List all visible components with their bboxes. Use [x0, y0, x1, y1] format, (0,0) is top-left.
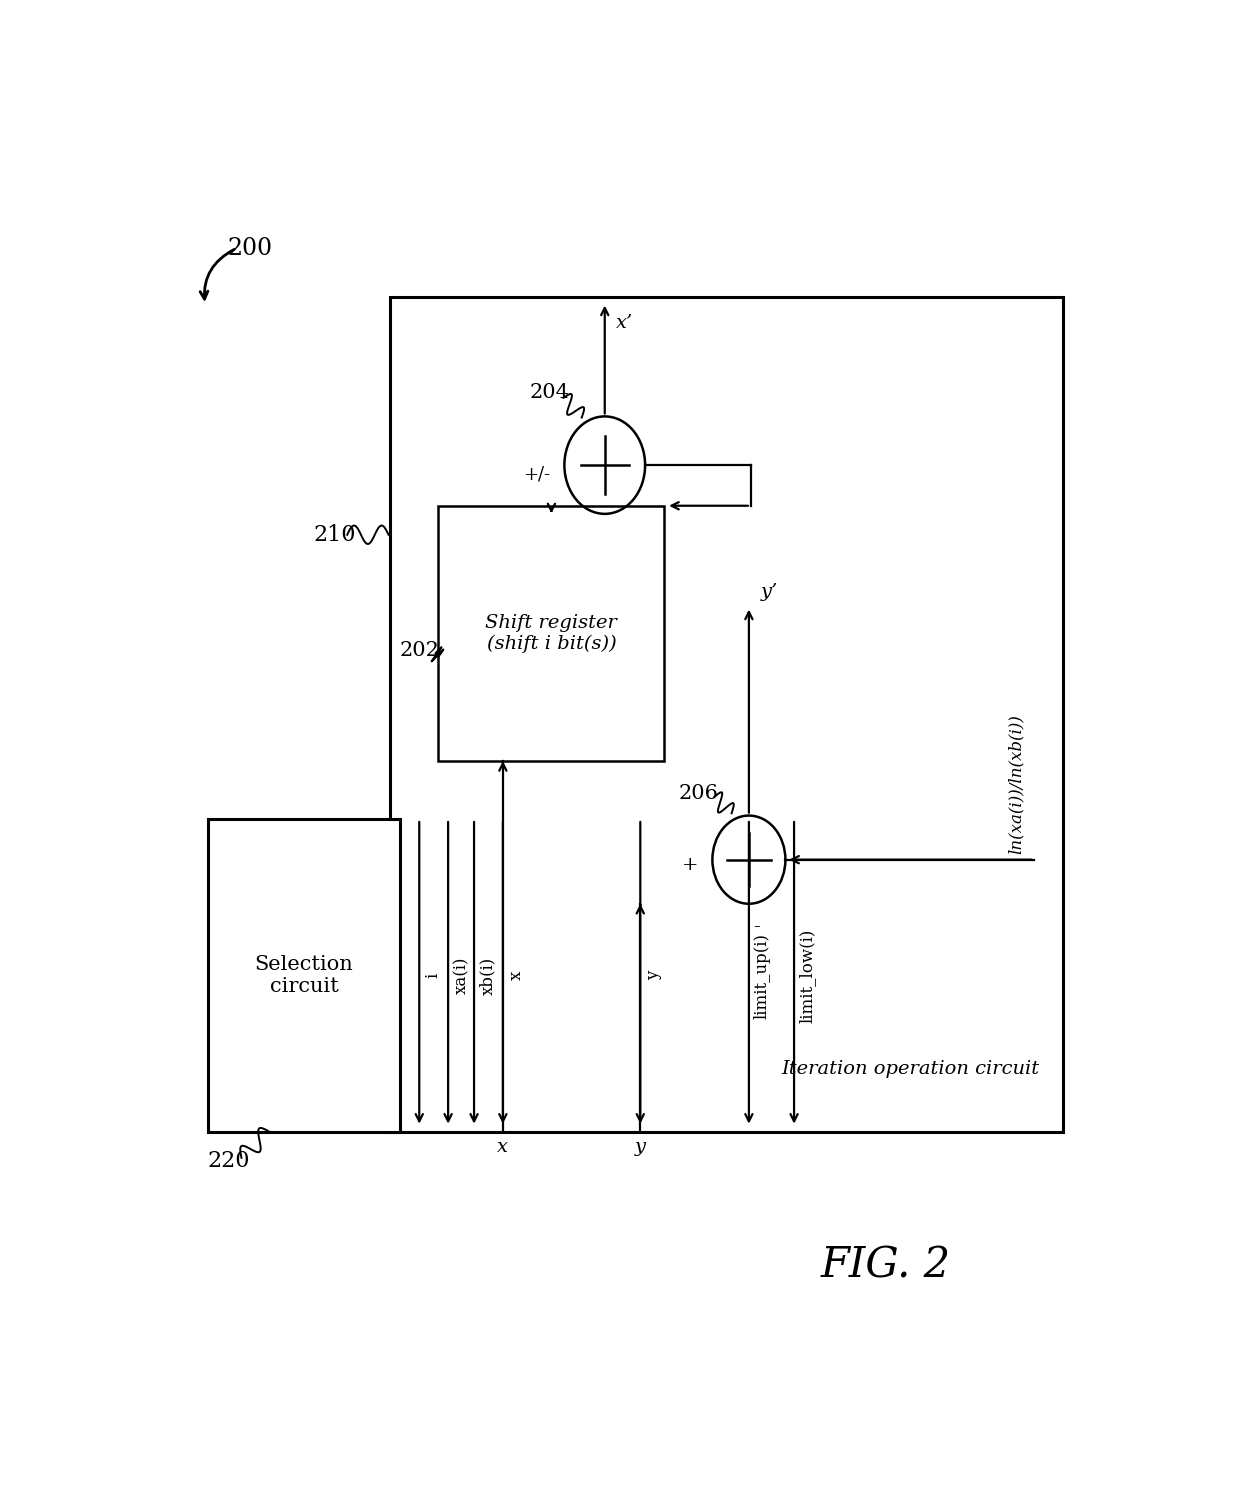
- Text: xb(i): xb(i): [479, 957, 496, 995]
- Text: 204: 204: [529, 383, 569, 401]
- Text: Iteration operation circuit: Iteration operation circuit: [781, 1059, 1039, 1078]
- Bar: [391, 297, 1063, 1132]
- Text: limit_low(i): limit_low(i): [799, 928, 816, 1023]
- Text: x: x: [497, 1138, 508, 1156]
- Text: -: -: [753, 918, 760, 936]
- Text: +/-: +/-: [523, 466, 551, 484]
- Text: xa(i): xa(i): [453, 957, 470, 995]
- Text: Selection
circuit: Selection circuit: [254, 955, 353, 996]
- Text: x: x: [507, 971, 525, 981]
- Text: ln(xa(i))/ln(xb(i)): ln(xa(i))/ln(xb(i)): [1008, 714, 1024, 854]
- Text: y’: y’: [760, 583, 777, 601]
- Bar: [439, 506, 665, 761]
- Text: 202: 202: [401, 642, 440, 660]
- Text: Shift register
(shift i bit(s)): Shift register (shift i bit(s)): [486, 613, 618, 653]
- Bar: [208, 820, 401, 1132]
- Text: 220: 220: [208, 1150, 250, 1172]
- Text: FIG. 2: FIG. 2: [821, 1245, 950, 1287]
- Text: y: y: [635, 1138, 646, 1156]
- Text: 210: 210: [314, 524, 356, 546]
- Text: y: y: [645, 971, 662, 981]
- Text: +: +: [682, 856, 698, 874]
- Text: 206: 206: [678, 784, 719, 803]
- Text: x’: x’: [616, 315, 634, 332]
- Text: 200: 200: [227, 237, 273, 259]
- Text: limit_up(i): limit_up(i): [754, 933, 771, 1019]
- Text: i: i: [424, 974, 441, 978]
